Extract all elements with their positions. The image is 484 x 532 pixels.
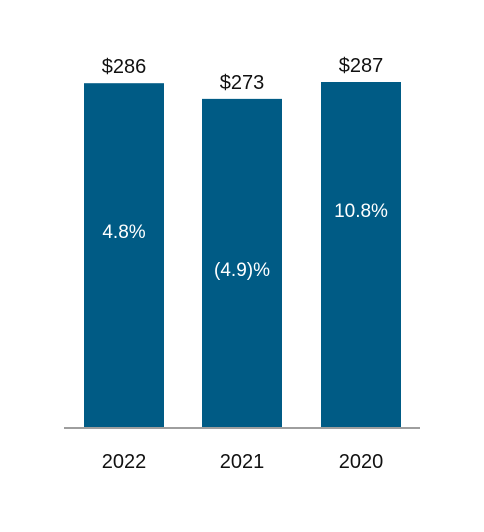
value-label-2022: $286 bbox=[102, 56, 147, 78]
bars-layer bbox=[84, 82, 401, 429]
growth-label-2021: (4.9)% bbox=[214, 260, 270, 281]
x-tick-label-2020: 2020 bbox=[339, 451, 384, 473]
x-tick-label-2022: 2022 bbox=[102, 451, 147, 473]
bar-2021 bbox=[202, 98, 282, 428]
bar-2020 bbox=[321, 82, 401, 428]
growth-label-2022: 4.8% bbox=[102, 222, 145, 243]
bar-2022 bbox=[84, 83, 164, 429]
x-tick-label-2021: 2021 bbox=[220, 451, 265, 473]
growth-label-2020: 10.8% bbox=[334, 201, 388, 222]
labels-layer: $286 4.8% 2022 $273 (4.9)% 2021 $287 10.8% 2020 bbox=[102, 55, 388, 473]
value-label-2021: $273 bbox=[220, 72, 265, 94]
value-label-2020: $287 bbox=[339, 55, 384, 77]
